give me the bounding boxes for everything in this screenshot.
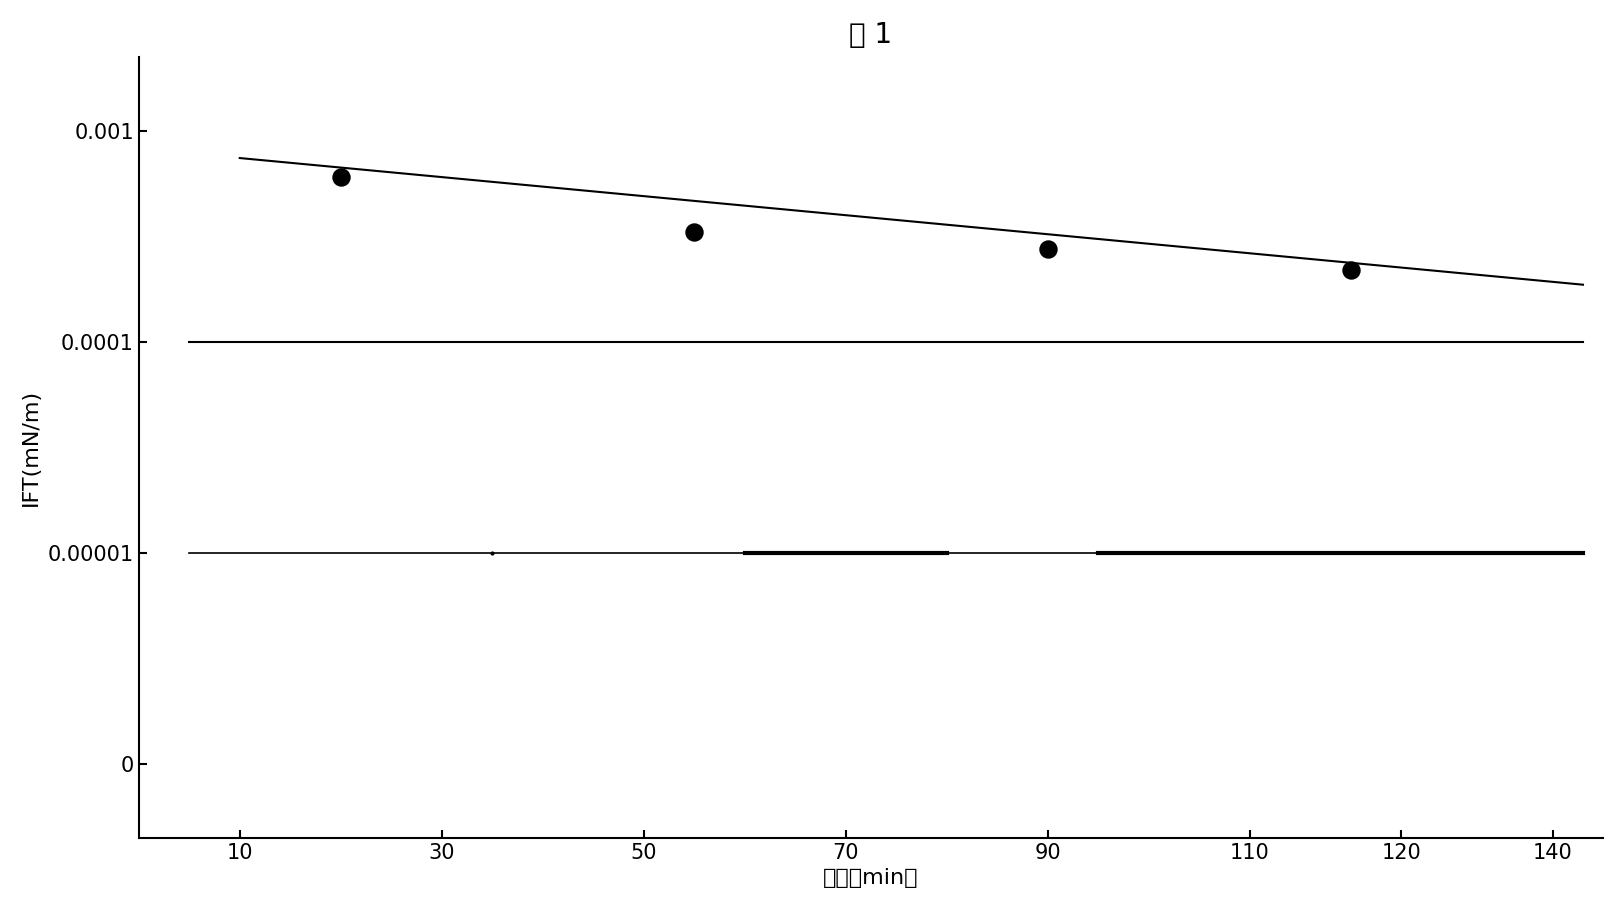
Point bbox=[328, 170, 354, 185]
Point bbox=[680, 225, 706, 239]
Y-axis label: IFT(mN/m): IFT(mN/m) bbox=[21, 389, 41, 505]
Point bbox=[1337, 263, 1363, 277]
Title: 图 1: 图 1 bbox=[849, 21, 893, 49]
X-axis label: 时间（min）: 时间（min） bbox=[823, 868, 919, 888]
Point bbox=[1034, 242, 1060, 256]
